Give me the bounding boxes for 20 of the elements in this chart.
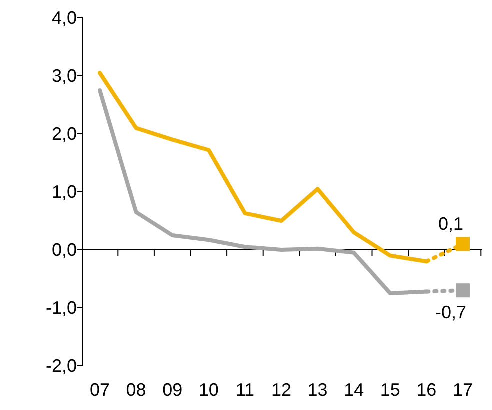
y-tick-label: 3,0 — [52, 66, 77, 86]
x-tick-label: 17 — [452, 380, 474, 400]
y-tick-label: 2,0 — [52, 124, 77, 144]
y-tick-label: 0,0 — [52, 240, 77, 260]
x-tick-label: 09 — [162, 380, 183, 400]
x-tick-label: 10 — [198, 380, 219, 400]
x-tick-label: 11 — [236, 380, 255, 400]
x-tick-label: 14 — [344, 380, 364, 400]
x-tick-label: 13 — [308, 380, 328, 400]
data-label: -0,7 — [435, 302, 467, 323]
y-tick-label: 4,0 — [52, 8, 77, 28]
y-tick-label: -2,0 — [46, 356, 77, 376]
x-tick-label: 07 — [90, 380, 110, 400]
y-tick-label: 1,0 — [52, 182, 77, 202]
y-tick-label: -1,0 — [46, 298, 77, 318]
x-tick-label: 15 — [380, 380, 400, 400]
x-tick-label: 12 — [271, 380, 292, 400]
x-tick-label: 08 — [126, 380, 146, 400]
x-tick-label: 16 — [416, 380, 437, 400]
data-label: 0,1 — [438, 214, 464, 234]
